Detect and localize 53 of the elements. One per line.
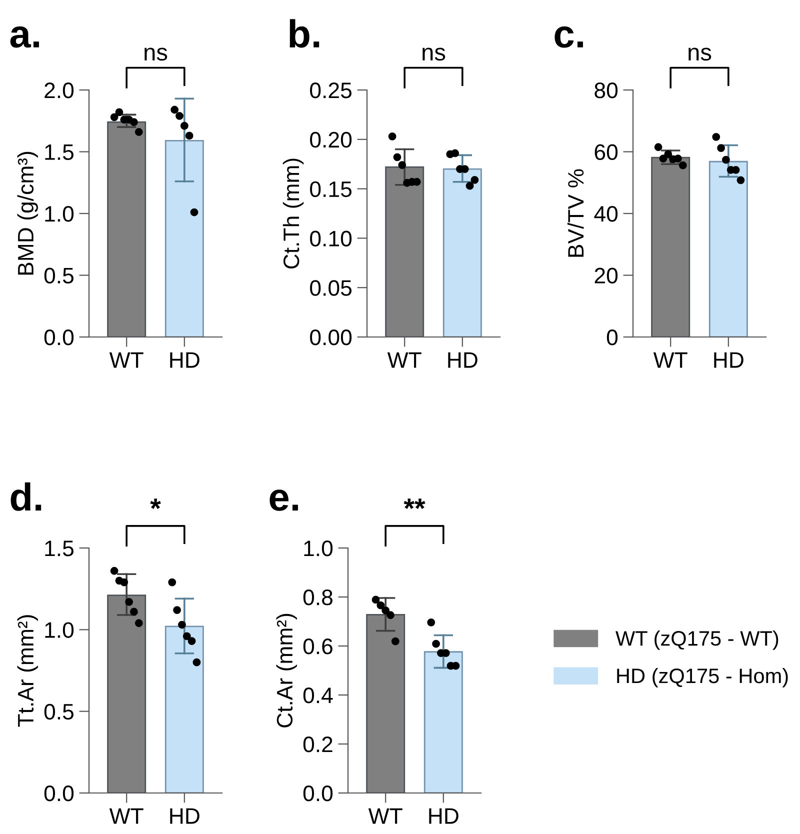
x-tick-label: WT — [653, 352, 688, 368]
y-tick-label: 0.15 — [310, 181, 352, 198]
y-axis-title: Ct.Th (mm) — [282, 158, 304, 269]
y-tick-label: 0.05 — [310, 280, 352, 296]
y-tick-label: 0.20 — [310, 132, 352, 148]
text: ns — [144, 48, 168, 61]
y-tick-label: 0 — [606, 330, 618, 346]
y-tick-label: 1.5 — [45, 144, 74, 160]
x-tick-label: WT — [109, 808, 144, 824]
y-tick-label: 40 — [594, 206, 618, 222]
y-tick-label: 1.0 — [45, 206, 74, 222]
y-tick-label: 0.4 — [303, 688, 333, 704]
x-tick-label: WT — [109, 352, 144, 368]
legend-label: HD (zQ175 - Hom) — [617, 668, 788, 688]
y-tick-label: 0.0 — [44, 330, 74, 346]
y-tick-label: 0.6 — [303, 638, 332, 654]
chart-title: d. — [10, 482, 42, 511]
x-tick-label: HD — [429, 808, 458, 824]
y-tick-label: 0.25 — [310, 82, 352, 98]
y-tick-label: 2.0 — [44, 82, 74, 98]
x-tick-label: HD — [448, 352, 478, 368]
x-tick-label: WT — [387, 352, 422, 368]
x-tick-label: WT — [368, 808, 402, 824]
x-tick-label: HD — [170, 808, 200, 824]
x-tick-label: HD — [714, 352, 744, 368]
y-tick-label: 0.8 — [303, 590, 332, 606]
y-tick-label: 60 — [594, 144, 618, 160]
y-tick-label: 0.5 — [44, 268, 74, 284]
y-tick-label: 0.0 — [303, 786, 333, 802]
y-tick-label: 1.0 — [304, 540, 333, 556]
y-axis-title: BV/TV % — [567, 169, 584, 257]
y-tick-label: 0.2 — [303, 736, 332, 752]
text: ** — [404, 498, 426, 509]
y-axis-title: BMD (g/cm³) — [17, 152, 38, 275]
y-tick-label: 1.0 — [45, 622, 74, 638]
chart-title: e. — [270, 490, 298, 511]
y-tick-label: 0.0 — [44, 786, 74, 802]
x-tick-label: HD — [170, 352, 200, 368]
y-tick-label: 0.10 — [310, 230, 352, 246]
y-axis-title: Tt.Ar (mm²) — [17, 615, 38, 727]
text: ns — [422, 48, 446, 61]
chart-title: c. — [554, 26, 583, 48]
y-tick-label: 0.5 — [44, 704, 74, 720]
y-axis-title: Ct.Ar (mm²) — [276, 614, 297, 728]
text: ns — [688, 48, 712, 61]
y-tick-label: 80 — [594, 82, 618, 98]
y-tick-label: 0.00 — [310, 330, 352, 346]
chart-title: a. — [10, 26, 39, 48]
text: * — [150, 498, 161, 509]
legend-label: WT (zQ175 - WT) — [616, 630, 778, 650]
y-tick-label: 20 — [594, 268, 618, 284]
chart-title: b. — [290, 19, 320, 48]
y-tick-label: 1.5 — [45, 540, 74, 556]
